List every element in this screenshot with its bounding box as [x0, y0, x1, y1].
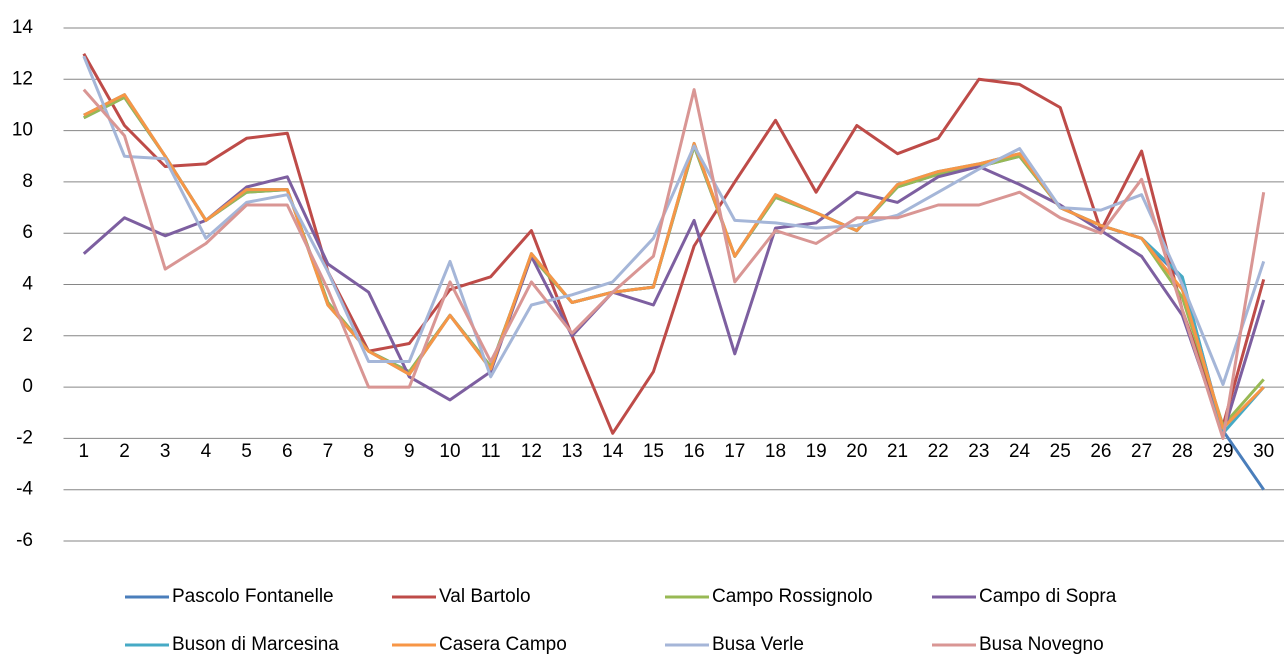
y-tick-label: 2	[22, 325, 33, 346]
y-tick-label: -4	[16, 479, 33, 500]
y-tick-label: 12	[12, 68, 33, 89]
series-line	[82, 52, 1266, 435]
legend-label: Busa Novegno	[979, 634, 1104, 655]
x-tick-label: 13	[561, 441, 582, 462]
legend-label: Campo di Sopra	[979, 586, 1117, 607]
x-tick-label: 22	[928, 441, 949, 462]
x-tick-label: 21	[887, 441, 908, 462]
legend-label: Pascolo Fontanelle	[172, 586, 334, 607]
x-tick-label: 10	[439, 441, 460, 462]
legend-label: Buson di Marcesina	[172, 634, 339, 655]
y-tick-label: 6	[22, 222, 33, 243]
x-tick-label: 25	[1050, 441, 1071, 462]
x-tick-label: 19	[806, 441, 827, 462]
legend-label: Campo Rossignolo	[712, 586, 873, 607]
x-tick-label: 4	[201, 441, 212, 462]
series-line	[82, 165, 1266, 435]
y-tick-label: 8	[22, 171, 33, 192]
y-tick-label: 14	[12, 17, 34, 38]
x-tick-label: 20	[846, 441, 867, 462]
x-tick-label: 11	[481, 441, 501, 462]
x-tick-label: 26	[1090, 441, 1111, 462]
x-tick-label: 5	[241, 441, 252, 462]
x-tick-label: 7	[323, 441, 334, 462]
x-tick-label: 3	[160, 441, 171, 462]
legend-label: Casera Campo	[439, 634, 567, 655]
x-tick-label: 27	[1131, 441, 1152, 462]
x-tick-label: 2	[119, 441, 130, 462]
x-tick-label: 17	[724, 441, 745, 462]
x-tick-label: 29	[1212, 441, 1233, 462]
x-tick-label: 12	[521, 441, 542, 462]
x-tick-label: 6	[282, 441, 293, 462]
series-line	[83, 93, 1265, 430]
legend-label: Val Bartolo	[439, 586, 531, 607]
legend-label: Busa Verle	[712, 634, 804, 655]
x-tick-label: 24	[1009, 441, 1031, 462]
x-tick-label: 1	[79, 441, 90, 462]
x-tick-label: 23	[968, 441, 989, 462]
series-line	[82, 88, 1266, 440]
x-tick-label: 9	[404, 441, 415, 462]
x-tick-label: 15	[643, 441, 664, 462]
x-tick-label: 16	[684, 441, 705, 462]
y-tick-label: -2	[16, 427, 33, 448]
x-tick-label: 14	[602, 441, 624, 462]
y-tick-label: 4	[22, 274, 33, 295]
series-line	[83, 95, 1265, 491]
y-tick-label: 0	[22, 376, 33, 397]
x-tick-label: 8	[363, 441, 374, 462]
x-tick-label: 30	[1253, 441, 1274, 462]
x-tick-label: 28	[1172, 441, 1193, 462]
x-tick-label: 18	[765, 441, 786, 462]
y-tick-label: -6	[16, 530, 33, 551]
series-line	[82, 55, 1266, 386]
y-tick-label: 10	[12, 120, 33, 141]
